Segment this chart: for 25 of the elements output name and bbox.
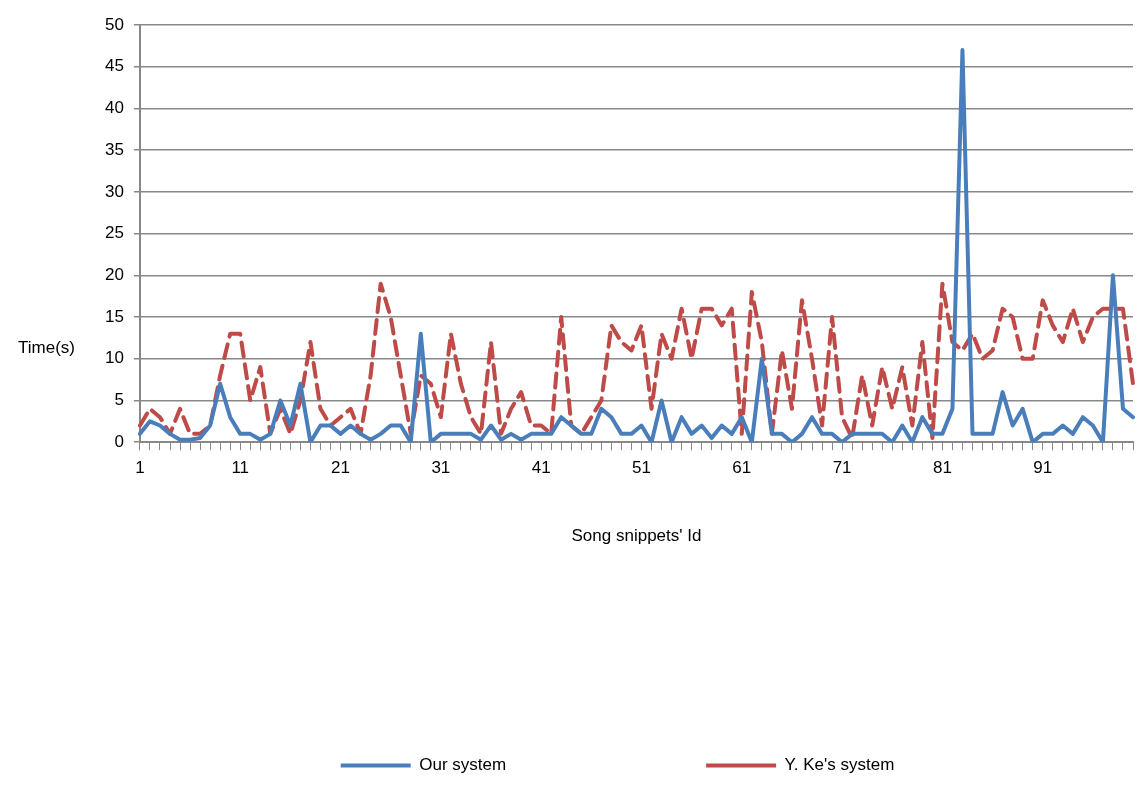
x-tick-label: 71 bbox=[832, 458, 852, 478]
y-tick-label: 20 bbox=[104, 265, 124, 285]
x-tick-label: 51 bbox=[632, 458, 651, 478]
legend-label: Y. Ke's system bbox=[784, 755, 895, 775]
y-tick-label: 10 bbox=[104, 348, 124, 368]
y-tick-label: 15 bbox=[104, 306, 124, 326]
y-axis-title: Time(s) bbox=[18, 338, 75, 358]
y-tick-label: 40 bbox=[104, 98, 124, 118]
x-tick-label: 91 bbox=[1033, 458, 1053, 478]
x-tick-label: 31 bbox=[431, 458, 451, 478]
legend-label: Our system bbox=[419, 755, 507, 775]
x-tick-label: 21 bbox=[331, 458, 350, 478]
y-tick-label: 30 bbox=[104, 181, 124, 201]
y-tick-label: 25 bbox=[104, 223, 124, 243]
x-tick-label: 61 bbox=[732, 458, 752, 478]
y-tick-label: 50 bbox=[104, 14, 124, 34]
y-tick-label: 5 bbox=[114, 390, 124, 410]
x-tick-label: 1 bbox=[135, 458, 145, 478]
y-tick-label: 0 bbox=[114, 431, 124, 451]
y-tick-label: 35 bbox=[104, 139, 124, 159]
x-tick-label: 81 bbox=[932, 458, 952, 478]
x-tick-label: 41 bbox=[531, 458, 551, 478]
y-tick-label: 45 bbox=[104, 56, 124, 76]
x-tick-label: 11 bbox=[231, 458, 250, 478]
x-axis-title: Song snippets' Id bbox=[571, 526, 702, 546]
